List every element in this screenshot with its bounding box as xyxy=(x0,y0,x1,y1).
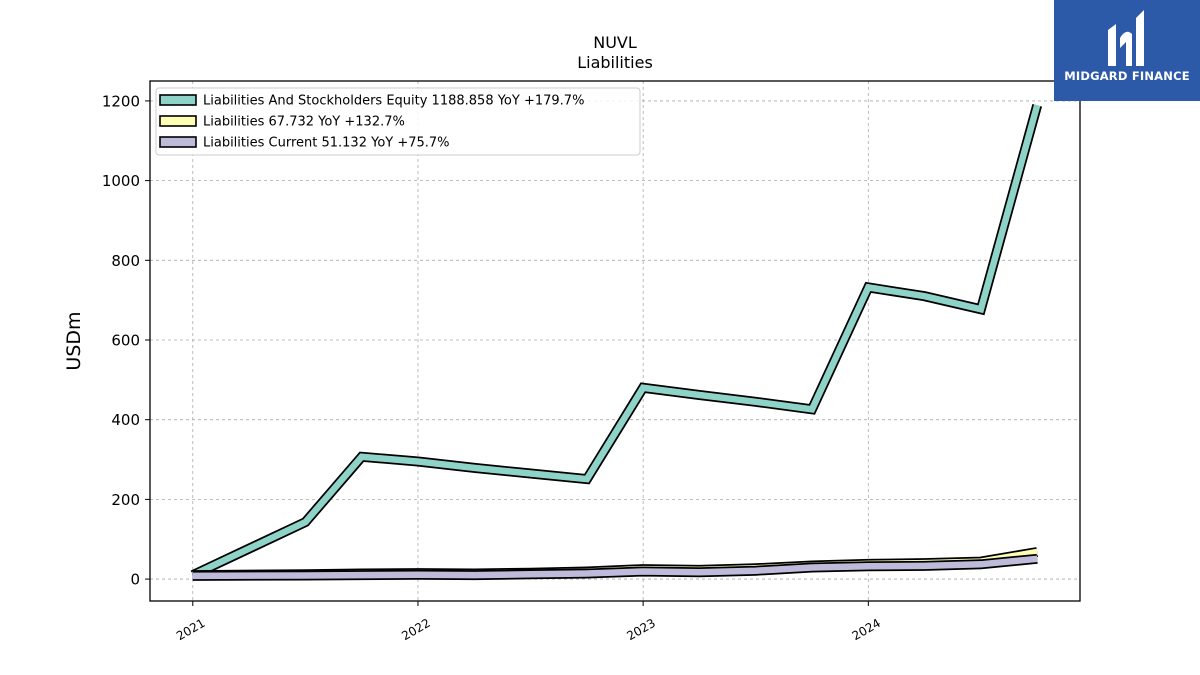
legend-swatch xyxy=(159,115,197,127)
chart-subtitle: Liabilities xyxy=(577,53,653,72)
x-tick-label: 2024 xyxy=(850,616,883,643)
chart-title: NUVL xyxy=(593,33,637,52)
plot-frame xyxy=(149,80,1081,602)
y-tick-label: 200 xyxy=(111,491,140,509)
y-tick-label: 1200 xyxy=(102,92,140,110)
y-axis-label: USDm xyxy=(63,311,85,370)
legend-label: Liabilities 67.732 YoY +132.7% xyxy=(203,115,405,130)
midgard-logo-icon xyxy=(1108,10,1144,66)
grid xyxy=(150,81,1080,601)
y-tick-label: 600 xyxy=(111,332,140,350)
legend-frame xyxy=(155,87,641,156)
legend-label: Liabilities And Stockholders Equity 1188… xyxy=(203,94,584,109)
series-line xyxy=(191,104,1041,579)
legend-swatch xyxy=(159,94,197,106)
series-line xyxy=(192,555,1038,580)
legend-label: Liabilities Current 51.132 YoY +75.7% xyxy=(203,136,450,151)
brand-logo: MIDGARD FINANCE xyxy=(1054,0,1200,101)
x-tick-label: 2022 xyxy=(399,616,432,643)
legend-swatch xyxy=(159,136,197,148)
y-tick-label: 1000 xyxy=(102,172,140,190)
x-tick-label: 2023 xyxy=(624,616,657,643)
brand-name: MIDGARD FINANCE xyxy=(1064,69,1190,83)
y-tick-label: 0 xyxy=(130,571,140,589)
y-tick-label: 400 xyxy=(111,411,140,429)
legend: Liabilities And Stockholders Equity 1188… xyxy=(155,87,641,156)
series-layer xyxy=(190,103,1043,581)
y-tick-label: 800 xyxy=(111,252,140,270)
x-tick-label: 2021 xyxy=(174,616,207,643)
